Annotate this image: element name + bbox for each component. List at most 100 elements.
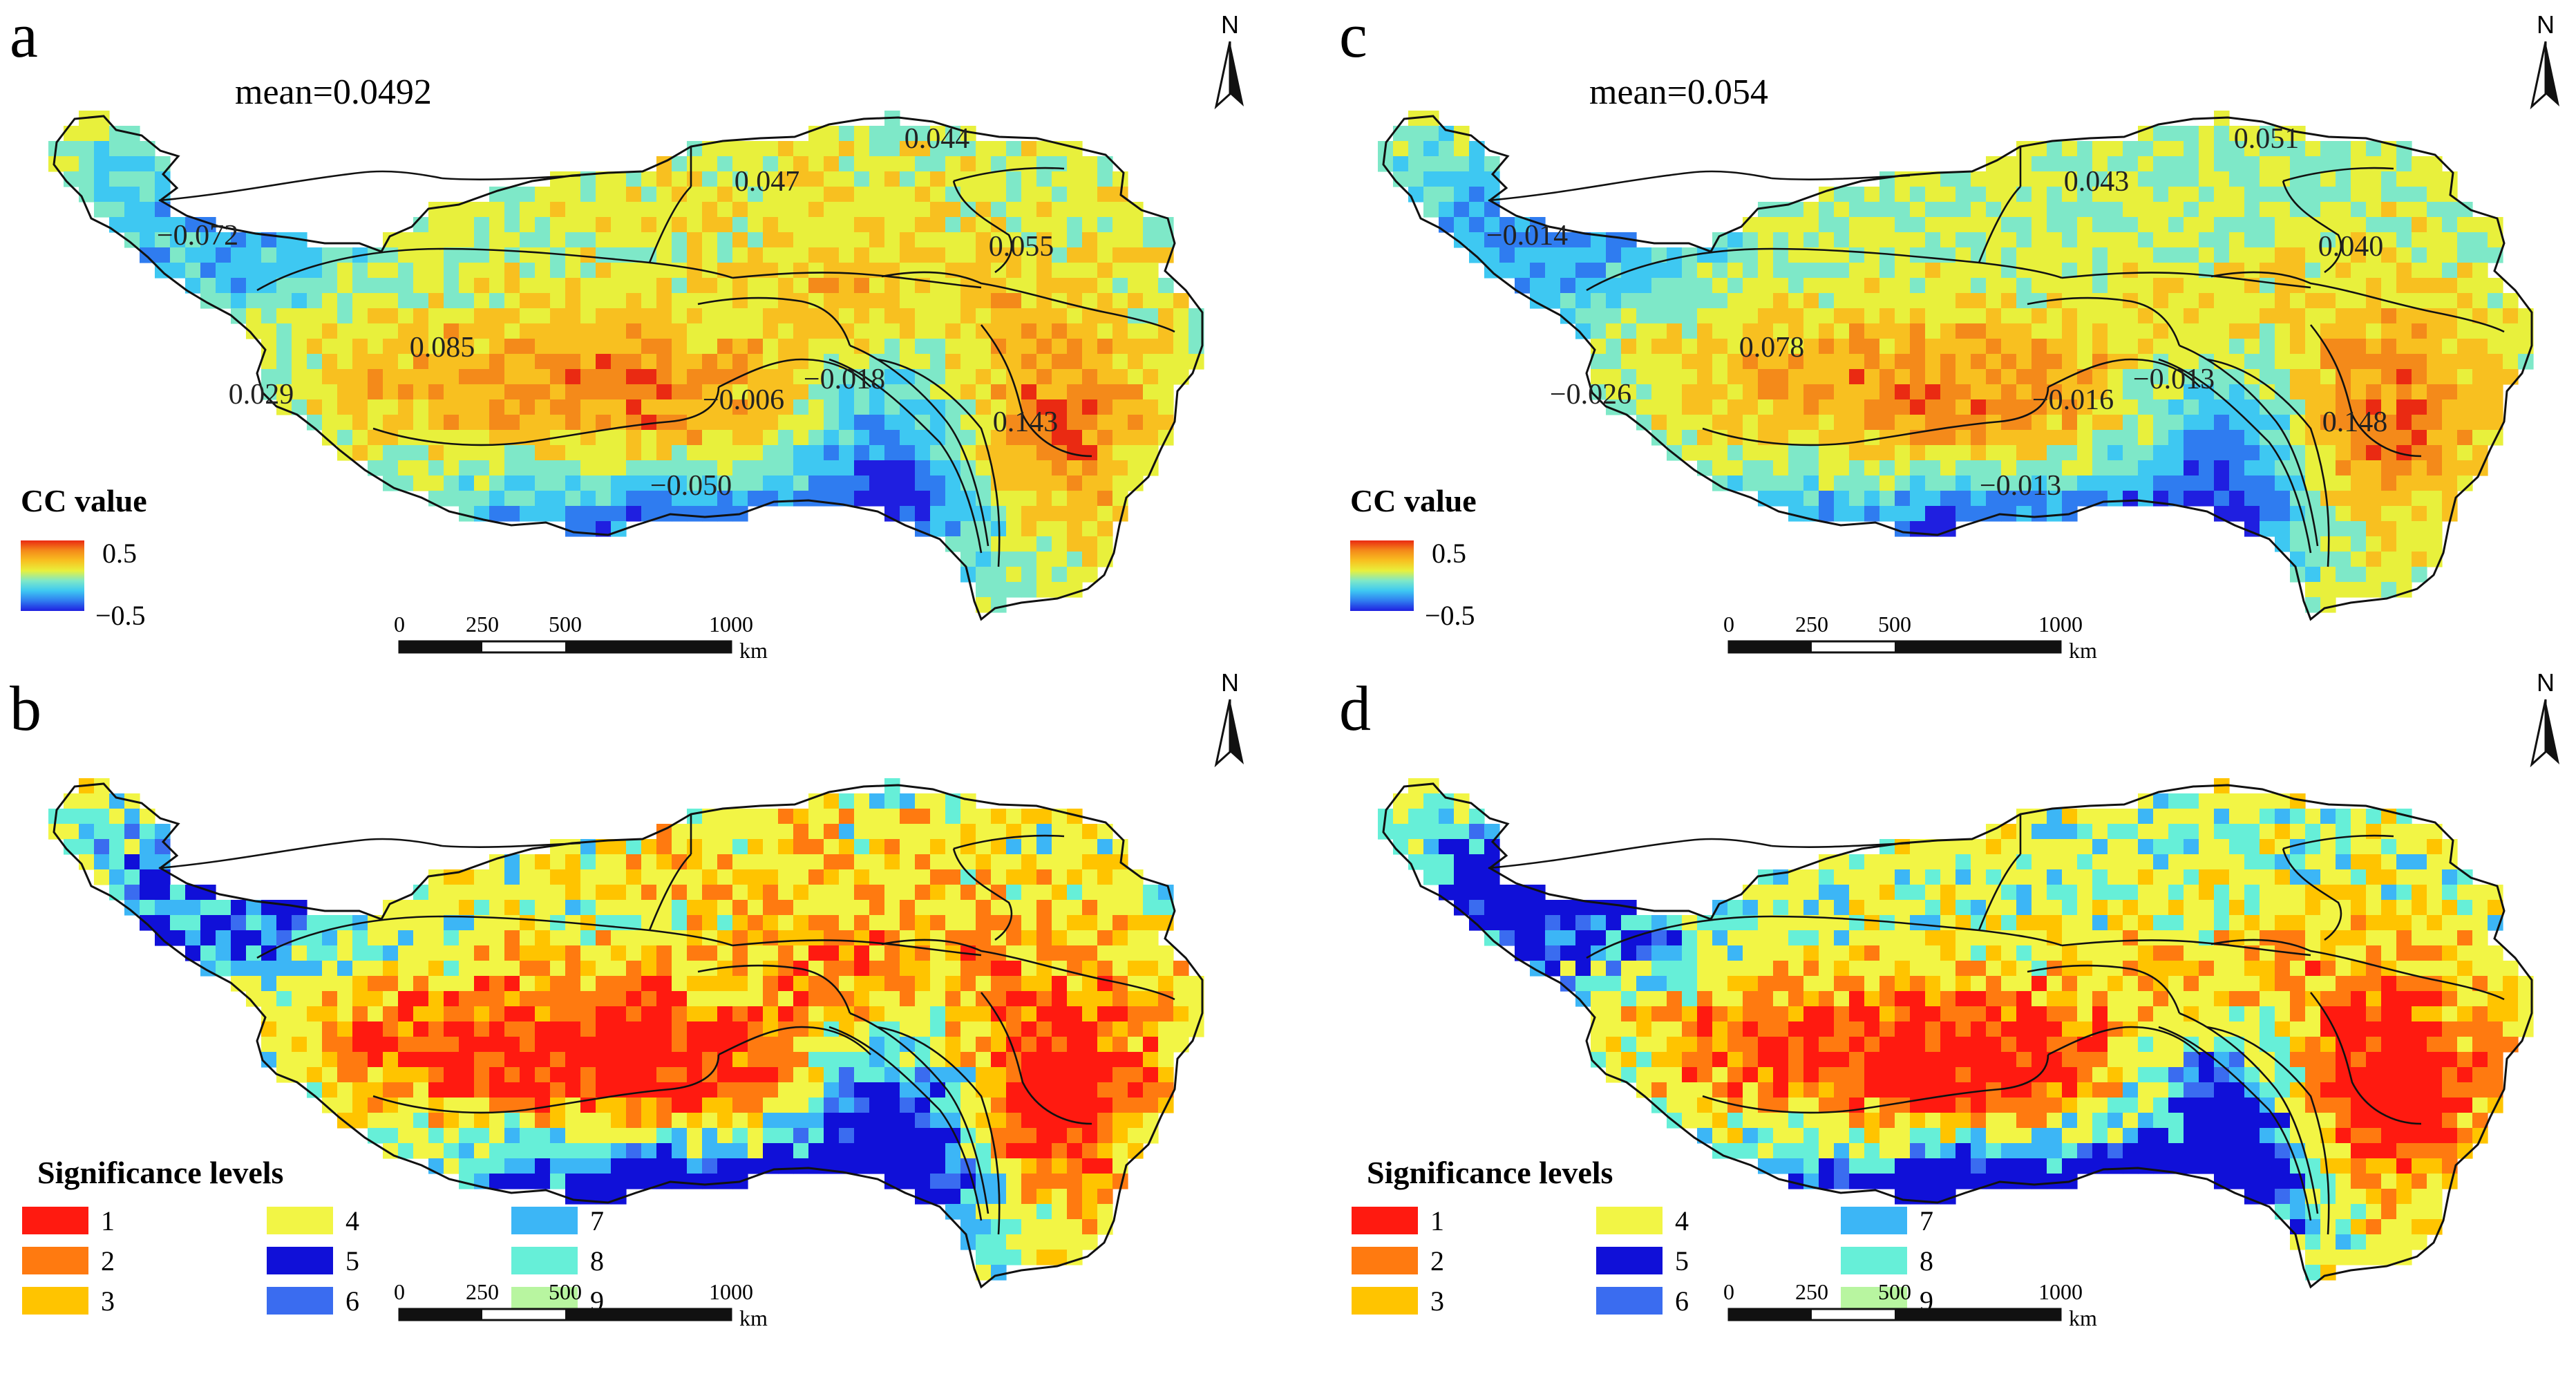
raster-cell bbox=[1021, 521, 1037, 537]
raster-cell bbox=[778, 187, 794, 202]
raster-cell bbox=[976, 1189, 992, 1205]
raster-cell bbox=[1788, 339, 1804, 355]
legend-max-label: 0.5 bbox=[1432, 538, 1466, 569]
raster-cell bbox=[2016, 460, 2032, 476]
raster-cell bbox=[763, 1082, 779, 1098]
raster-cell bbox=[641, 1174, 657, 1189]
raster-cell bbox=[869, 430, 885, 446]
raster-cell bbox=[2336, 293, 2351, 309]
raster-cell bbox=[565, 869, 581, 885]
raster-cell bbox=[2320, 323, 2336, 339]
raster-cell bbox=[1082, 1098, 1098, 1113]
raster-cell bbox=[1006, 202, 1022, 218]
raster-cell bbox=[565, 308, 581, 324]
raster-cell bbox=[1021, 1113, 1037, 1129]
north-label: N bbox=[2537, 10, 2555, 39]
raster-cell bbox=[611, 399, 627, 415]
raster-cell bbox=[793, 930, 809, 946]
raster-cell bbox=[489, 1158, 505, 1174]
raster-cell bbox=[960, 1037, 976, 1053]
basin-value-label: −0.072 bbox=[157, 220, 238, 252]
raster-cell bbox=[808, 915, 824, 931]
raster-cell bbox=[1469, 202, 1485, 218]
raster-cell bbox=[900, 1113, 916, 1129]
raster-cell bbox=[337, 1037, 353, 1053]
raster-cell bbox=[276, 308, 292, 324]
raster-cell bbox=[550, 961, 566, 977]
raster-cell bbox=[2412, 202, 2427, 218]
raster-cell bbox=[2336, 354, 2351, 370]
raster-cell bbox=[1423, 854, 1439, 870]
raster-cell bbox=[459, 930, 475, 946]
raster-cell bbox=[1128, 991, 1144, 1007]
raster-cell bbox=[1082, 976, 1098, 992]
raster-cell bbox=[1788, 202, 1804, 218]
raster-cell bbox=[109, 126, 125, 142]
raster-cell bbox=[2001, 839, 2017, 855]
raster-cell bbox=[884, 187, 900, 202]
raster-cell bbox=[2305, 824, 2321, 840]
raster-cell bbox=[854, 824, 870, 840]
raster-cell bbox=[1788, 323, 1804, 339]
raster-cell bbox=[1788, 308, 1804, 324]
raster-cell bbox=[2153, 460, 2169, 476]
raster-cell bbox=[976, 187, 992, 202]
raster-cell bbox=[687, 839, 703, 855]
raster-cell bbox=[1819, 247, 1835, 263]
raster-cell bbox=[352, 354, 368, 370]
raster-cell bbox=[1158, 369, 1174, 385]
raster-cell bbox=[1097, 202, 1113, 218]
raster-cell bbox=[474, 369, 490, 385]
raster-cell bbox=[672, 854, 688, 870]
raster-cell bbox=[626, 506, 642, 522]
raster-cell bbox=[717, 491, 733, 507]
raster-cell bbox=[1097, 1067, 1113, 1083]
raster-cell bbox=[1143, 445, 1159, 461]
raster-cell bbox=[2366, 869, 2382, 885]
raster-cell bbox=[976, 1128, 992, 1144]
raster-cell bbox=[1052, 536, 1068, 552]
raster-cell bbox=[991, 1234, 1007, 1250]
raster-cell bbox=[732, 278, 748, 294]
raster-cell bbox=[565, 521, 581, 537]
raster-cell bbox=[1773, 339, 1789, 355]
raster-cell bbox=[1560, 915, 1576, 931]
raster-cell bbox=[915, 491, 931, 507]
raster-cell bbox=[824, 1082, 840, 1098]
raster-cell bbox=[565, 232, 581, 248]
raster-cell bbox=[930, 171, 946, 187]
raster-cell bbox=[459, 202, 475, 218]
raster-cell bbox=[626, 1128, 642, 1144]
raster-cell bbox=[641, 247, 657, 263]
raster-cell bbox=[2138, 217, 2154, 233]
raster-cell bbox=[656, 915, 672, 931]
raster-cell bbox=[884, 1158, 900, 1174]
raster-cell bbox=[2442, 247, 2458, 263]
raster-cell bbox=[1082, 824, 1098, 840]
raster-cell bbox=[109, 809, 125, 825]
raster-cell bbox=[368, 976, 383, 992]
raster-cell bbox=[808, 217, 824, 233]
raster-cell bbox=[2457, 460, 2473, 476]
raster-cell bbox=[2472, 339, 2488, 355]
raster-cell bbox=[854, 217, 870, 233]
raster-cell bbox=[2092, 232, 2108, 248]
raster-cell bbox=[368, 369, 383, 385]
raster-cell bbox=[1143, 945, 1159, 961]
raster-cell bbox=[1408, 171, 1424, 187]
raster-cell bbox=[1143, 1021, 1159, 1037]
raster-cell bbox=[626, 369, 642, 385]
raster-cell bbox=[2153, 475, 2169, 491]
raster-cell bbox=[2275, 293, 2291, 309]
raster-cell bbox=[808, 809, 824, 825]
raster-cell bbox=[763, 1128, 779, 1144]
raster-cell bbox=[778, 1052, 794, 1068]
raster-cell bbox=[869, 187, 885, 202]
raster-cell bbox=[2184, 445, 2199, 461]
raster-cell bbox=[2351, 171, 2367, 187]
raster-cell bbox=[2168, 263, 2184, 279]
raster-cell bbox=[1895, 323, 1911, 339]
raster-cell bbox=[398, 961, 414, 977]
raster-cell bbox=[489, 915, 505, 931]
raster-cell bbox=[945, 824, 961, 840]
